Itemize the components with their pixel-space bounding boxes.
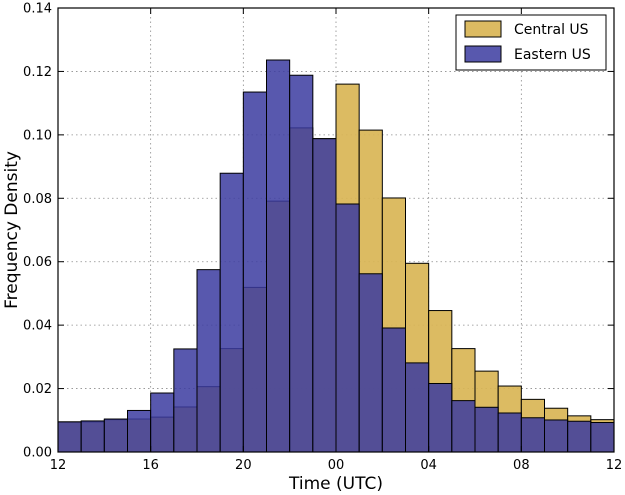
y-tick-label: 0.12 [23, 65, 52, 80]
y-tick-label: 0.06 [23, 255, 52, 270]
eastern-us-bar [335, 203, 360, 453]
eastern-us-bar [405, 362, 430, 453]
legend: Central US Eastern US [455, 14, 607, 71]
eastern-us-bar [127, 409, 152, 453]
x-tick-label: 12 [606, 458, 623, 473]
y-axis-title: Frequency Density [2, 151, 22, 309]
eastern-us-bar [312, 138, 337, 453]
x-tick-label: 00 [328, 458, 345, 473]
legend-label-eastern-us: Eastern US [514, 47, 591, 63]
eastern-us-bar [381, 327, 407, 453]
legend-swatch-eastern-us [464, 45, 502, 63]
y-tick-label: 0.10 [23, 128, 52, 143]
eastern-us-bar [150, 392, 175, 453]
eastern-us-bar [173, 348, 198, 453]
y-tick-label: 0.02 [23, 382, 52, 397]
eastern-us-bar [196, 269, 221, 453]
y-tick-label: 0.14 [23, 2, 52, 17]
eastern-us-bar [358, 273, 383, 453]
eastern-us-bar [544, 419, 569, 453]
axis-ticks [57, 7, 615, 453]
eastern-us-bar [219, 172, 244, 453]
x-tick-label: 12 [50, 458, 67, 473]
y-tick-label: 0.00 [23, 446, 52, 461]
y-tick-label: 0.04 [23, 319, 52, 334]
x-tick-label: 04 [420, 458, 437, 473]
x-tick-label: 20 [235, 458, 252, 473]
legend-label-central-us: Central US [514, 22, 589, 38]
eastern-us-bar [451, 400, 476, 453]
eastern-us-bar [428, 382, 453, 453]
eastern-us-bar [520, 417, 545, 453]
eastern-us-bar [242, 91, 267, 453]
eastern-us-bar [590, 422, 615, 453]
eastern-us-bar [474, 406, 499, 453]
eastern-us-bar [567, 420, 592, 453]
eastern-us-bar [103, 418, 129, 453]
eastern-us-bar [80, 420, 105, 453]
x-tick-label: 08 [513, 458, 530, 473]
eastern-us-bar [57, 421, 82, 453]
eastern-us-bar [266, 59, 291, 453]
y-tick-label: 0.08 [23, 192, 52, 207]
x-tick-label: 16 [142, 458, 159, 473]
eastern-us-bar [289, 74, 314, 453]
x-axis-tick-labels: 12 16 20 00 04 08 12 [50, 458, 623, 473]
eastern-us-bar [497, 412, 522, 453]
y-axis-tick-labels: 0.00 0.02 0.04 0.06 0.08 0.10 0.12 0.14 [23, 2, 52, 461]
legend-swatch-central-us [464, 20, 502, 38]
x-axis-title: Time (UTC) [288, 474, 383, 494]
